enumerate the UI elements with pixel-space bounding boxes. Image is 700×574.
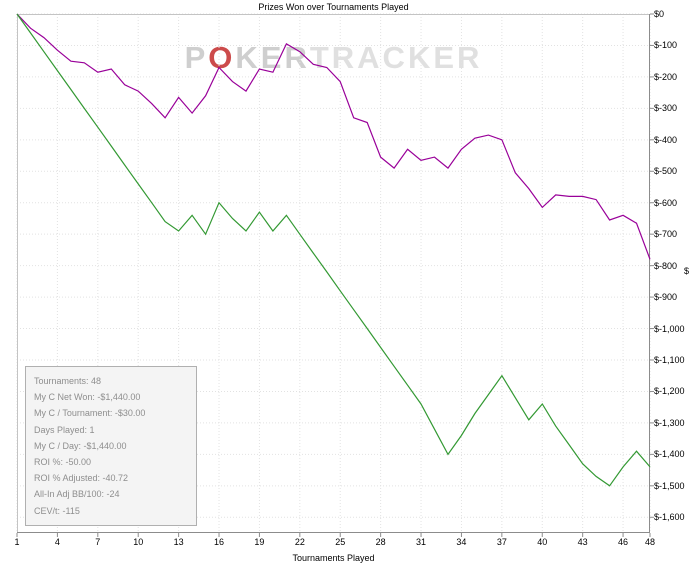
x-tick-label: 48	[644, 537, 656, 547]
y-axis-title: $	[684, 266, 690, 276]
x-tick-label: 43	[577, 537, 588, 547]
y-tick-label: $-100	[654, 40, 678, 51]
stat-allin-adj-bb: All-In Adj BB/100: -24	[34, 489, 120, 500]
y-tick-label: $-200	[654, 71, 678, 82]
x-tick-label: 16	[214, 537, 225, 547]
x-tick-label: 4	[54, 537, 60, 547]
stats-box: Tournaments: 48 My C Net Won: -$1,440.00…	[25, 366, 197, 526]
y-tick-label: $0	[654, 9, 665, 19]
x-tick-label: 7	[95, 537, 101, 547]
x-tick-label: 40	[537, 537, 548, 547]
y-tick-label: $-1,500	[654, 480, 685, 491]
stat-net-won: My C Net Won: -$1,440.00	[34, 392, 141, 403]
x-tick-label: 37	[496, 537, 507, 547]
y-tick-label: $-800	[654, 260, 678, 271]
y-tick-label: $-900	[654, 292, 678, 303]
stat-days-played: Days Played: 1	[34, 424, 95, 435]
x-tick-label: 25	[335, 537, 346, 547]
x-tick-label: 22	[294, 537, 305, 547]
y-tick-label: $-1,400	[654, 449, 685, 460]
x-tick-label: 13	[173, 537, 184, 547]
x-tick-label: 10	[133, 537, 144, 547]
y-tick-label: $-1,100	[654, 355, 685, 365]
stat-roi: ROI %: -50.00	[34, 457, 92, 468]
x-tick-label: 19	[254, 537, 265, 547]
series-line-green	[16, 13, 651, 487]
y-tick-label: $-700	[654, 229, 678, 240]
stat-per-tournament: My C / Tournament: -$30.00	[34, 408, 146, 419]
y-tick-label: $-400	[654, 134, 678, 145]
y-tick-label: $-1,200	[654, 386, 685, 397]
y-tick-label: $-500	[654, 166, 678, 177]
y-tick-label: $-1,600	[654, 512, 685, 523]
x-tick-label: 46	[618, 537, 629, 547]
x-tick-label: 1	[14, 537, 20, 547]
y-tick-label: $-300	[654, 103, 678, 114]
x-tick-label: 31	[416, 537, 427, 547]
y-tick-label: $-1,300	[654, 417, 685, 428]
x-tick-label: 34	[456, 537, 467, 547]
x-tick-label: 28	[375, 537, 386, 547]
chart-title: Prizes Won over Tournaments Played	[258, 2, 409, 12]
series-line-magenta	[16, 13, 651, 260]
stat-per-day: My C / Day: -$1,440.00	[34, 440, 127, 451]
stat-tournaments: Tournaments: 48	[34, 376, 102, 386]
x-axis-title: Tournaments Played	[292, 553, 375, 563]
y-tick-label: $-600	[654, 197, 678, 208]
stat-cev: CEV/t: -115	[34, 505, 80, 516]
y-tick-label: $-1,000	[654, 323, 685, 334]
watermark-text: KER	[235, 40, 310, 75]
watermark-text: P	[184, 40, 209, 75]
stat-roi-adjusted: ROI % Adjusted: -40.72	[34, 473, 129, 484]
